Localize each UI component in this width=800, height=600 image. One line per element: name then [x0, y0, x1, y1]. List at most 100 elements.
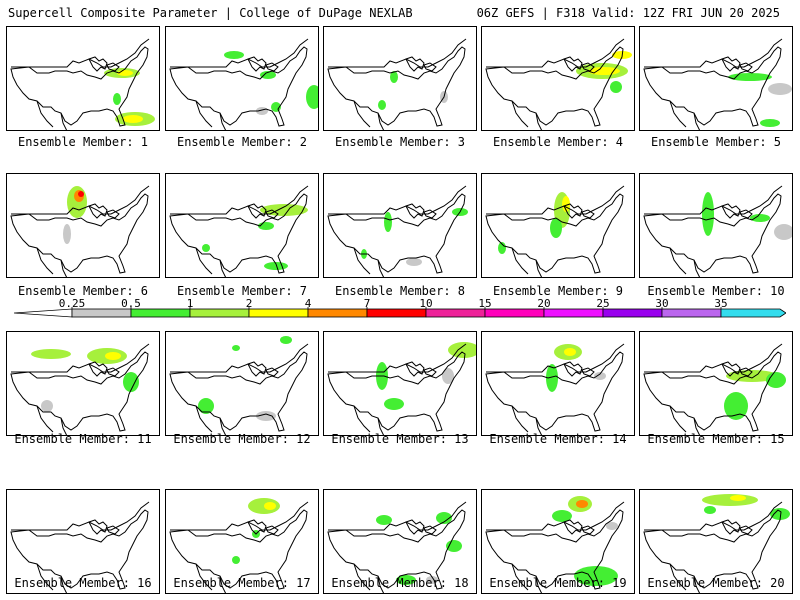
map-outline — [247, 203, 279, 219]
conus-map — [10, 343, 150, 435]
ensemble-member-caption: Ensemble Member: 3 — [334, 135, 466, 149]
colorbar-tick-label: 30 — [655, 297, 668, 310]
ensemble-member-map — [165, 331, 319, 436]
map-outline — [511, 405, 543, 435]
map-outline — [11, 38, 150, 68]
map-outline — [327, 46, 466, 127]
scp-contour-fill — [446, 540, 462, 552]
colorbar-segment — [543, 308, 604, 318]
scp-contour-fill — [606, 522, 618, 530]
scp-contour-fill — [105, 352, 121, 360]
map-outline — [10, 509, 149, 590]
ensemble-member-caption: Ensemble Member: 1 — [17, 135, 149, 149]
map-outline — [721, 56, 753, 72]
map-outline — [36, 247, 68, 277]
scp-contour-fill — [774, 224, 792, 240]
ensemble-member-map — [165, 26, 319, 131]
map-outline — [195, 405, 227, 435]
map-outline — [405, 361, 437, 377]
scp-contour-fill — [41, 400, 53, 412]
scp-contour-fill — [123, 115, 143, 123]
map-outline — [11, 501, 150, 531]
scp-contour-fill — [113, 93, 121, 105]
conus-map — [643, 494, 790, 593]
scp-contour-fill — [702, 192, 714, 236]
map-outline — [170, 185, 309, 215]
ensemble-member-caption: Ensemble Member: 19 — [489, 576, 627, 590]
colorbar-tick-label: 15 — [478, 297, 491, 310]
ensemble-member-caption: Ensemble Member: 6 — [17, 284, 149, 298]
conus-map — [643, 38, 792, 130]
scp-contour-fill — [264, 502, 276, 510]
colorbar-tick-label: 35 — [714, 297, 727, 310]
conus-map — [169, 498, 309, 593]
map-outline — [169, 193, 308, 274]
map-outline — [511, 100, 543, 130]
map-outline — [247, 56, 279, 72]
scp-contour-fill — [448, 342, 476, 358]
map-outline — [10, 46, 149, 127]
scp-contour-fill — [280, 336, 292, 344]
ensemble-member-map — [639, 331, 793, 436]
colorbar: 0.25 0.5 1 2 4 7 10 15 20 25 30 35 — [14, 297, 786, 318]
map-outline — [195, 247, 227, 277]
colorbar-tick-label: 0.25 — [59, 297, 86, 310]
map-outline — [486, 185, 625, 215]
map-outline — [511, 247, 543, 277]
scp-contour-fill — [378, 100, 386, 110]
colorbar-tick-label: 2 — [246, 297, 253, 310]
map-outline — [353, 563, 385, 593]
colorbar-tick-label: 25 — [596, 297, 609, 310]
figure-title: Supercell Composite Parameter | College … — [8, 6, 413, 20]
map-outline — [327, 351, 466, 432]
colorbar-tick-label: 1 — [187, 297, 194, 310]
conus-map — [327, 342, 476, 435]
map-outline — [486, 38, 625, 68]
conus-map — [485, 38, 632, 130]
scp-contour-fill — [384, 212, 392, 232]
scp-contour-fill — [31, 349, 71, 359]
map-outline — [669, 405, 701, 435]
colorbar-segment — [366, 308, 427, 318]
ensemble-member-map — [6, 173, 160, 278]
map-outline — [721, 203, 753, 219]
scp-contour-fill — [750, 214, 770, 222]
map-outline — [88, 203, 120, 219]
ensemble-member-caption: Ensemble Member: 14 — [489, 432, 627, 446]
map-outline — [669, 563, 701, 593]
ensemble-member-caption: Ensemble Member: 4 — [492, 135, 624, 149]
ensemble-member-caption: Ensemble Member: 7 — [176, 284, 308, 298]
scp-contour-fill — [436, 512, 452, 524]
map-outline — [405, 203, 437, 219]
scp-contour-fill — [610, 81, 622, 93]
map-outline — [643, 46, 782, 127]
map-outline — [327, 193, 466, 274]
map-outline — [644, 343, 783, 373]
scp-contour-fill — [232, 556, 240, 564]
ensemble-member-caption: Ensemble Member: 12 — [173, 432, 311, 446]
scp-contour-fill — [770, 508, 790, 520]
map-outline — [328, 38, 467, 68]
map-outline — [486, 501, 625, 531]
conus-map — [327, 501, 467, 593]
ensemble-member-map — [481, 173, 635, 278]
scp-contour-fill — [702, 494, 758, 506]
colorbar-segment — [425, 308, 486, 318]
scp-contour-fill — [256, 411, 276, 421]
scp-contour-fill — [123, 372, 139, 392]
scp-contour-fill — [78, 191, 84, 197]
colorbar-segment — [248, 308, 309, 318]
conus-map — [643, 185, 792, 277]
scp-contour-fill — [384, 398, 404, 410]
scp-contour-fill — [730, 495, 746, 501]
map-outline — [669, 247, 701, 277]
colorbar-tick-label: 10 — [419, 297, 432, 310]
scp-contour-fill — [594, 372, 606, 380]
map-outline — [11, 185, 150, 215]
map-outline — [170, 343, 309, 373]
map-outline — [328, 501, 467, 531]
map-outline — [644, 185, 783, 215]
scp-contour-fill — [224, 51, 244, 59]
map-outline — [485, 193, 624, 274]
map-outline — [644, 501, 783, 531]
